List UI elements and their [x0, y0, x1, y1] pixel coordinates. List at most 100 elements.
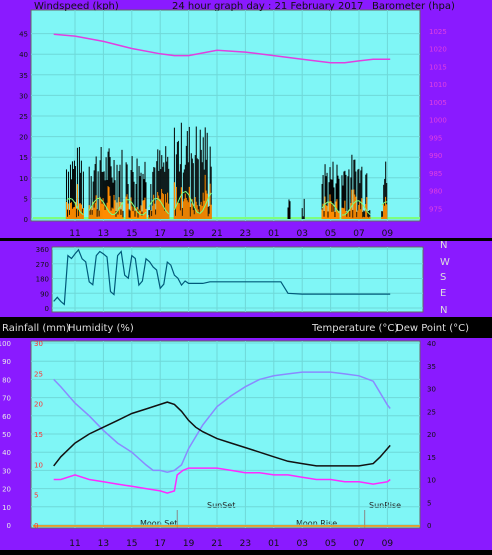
windspeed-tick-label: 35 [19, 72, 28, 80]
windspeed-axis-title: Windspeed (kph) [34, 1, 119, 12]
rainfall-axis-title: Rainfall (mm) [2, 323, 70, 334]
compass-n-top: N [440, 240, 447, 251]
humidity-line [53, 371, 391, 473]
wind-x-tick-label: 09 [382, 229, 394, 239]
wind-average-line [148, 197, 170, 215]
wind-average-line [173, 190, 212, 214]
humidity-tick-label: 70 [2, 395, 11, 403]
direction-tick-label: 180 [36, 276, 49, 284]
rainfall-tick-label: 15 [34, 431, 43, 439]
temp-x-tick-label: 17 [154, 539, 165, 549]
humidity-tick-label: 40 [2, 449, 11, 457]
sunrise-label: SunRise [369, 501, 401, 510]
temperature-tick-label: 40 [427, 340, 436, 348]
barometer-tick-label: 1005 [429, 99, 447, 107]
windspeed-tick-label: 45 [19, 31, 28, 39]
graph-title: 24 hour graph day : 21 February 2017 [172, 1, 363, 12]
wind-direction-line [53, 248, 391, 306]
temperature-tick-label: 20 [427, 431, 436, 439]
temp-x-tick-label: 07 [353, 539, 364, 549]
barometer-axis-title: Barometer (hpa) [372, 1, 455, 12]
wind-average-line [88, 197, 124, 216]
dewpoint-axis-title: Dew Point (°C) [396, 323, 469, 334]
moon-rise-label: Moon Rise [296, 519, 337, 528]
humidity-tick-label: 90 [2, 358, 11, 366]
rainfall-tick-label: 10 [34, 461, 43, 469]
wind-x-tick-label: 01 [268, 229, 279, 239]
rainfall-tick-label: 30 [34, 340, 43, 348]
compass-w: W [440, 257, 450, 268]
wind-x-tick-label: 07 [353, 229, 364, 239]
windspeed-tick-label: 5 [24, 195, 28, 203]
compass-n-bottom: N [440, 305, 447, 316]
temperature-tick-label: 0 [427, 522, 431, 530]
barometer-tick-label: 980 [429, 188, 442, 196]
direction-plot-area [51, 246, 424, 313]
windspeed-tick-label: 20 [19, 134, 28, 142]
temp-x-tick-label: 21 [211, 539, 222, 549]
sunset-label: SunSet [207, 501, 235, 510]
wind-x-tick-label: 13 [98, 229, 109, 239]
direction-tick-label: 90 [40, 290, 49, 298]
direction-tick-label: 270 [36, 261, 49, 269]
humidity-tick-label: 0 [7, 522, 11, 530]
humidity-tick-label: 30 [2, 467, 11, 475]
temp-x-tick-label: 23 [240, 539, 251, 549]
rainfall-tick-label: 20 [34, 401, 43, 409]
direction-tick-label: 0 [45, 305, 49, 313]
wind-x-tick-label: 19 [183, 229, 195, 239]
humidity-tick-label: 100 [0, 340, 11, 348]
temperature-line [53, 401, 391, 467]
temp-x-tick-label: 01 [268, 539, 279, 549]
barometer-tick-label: 1010 [429, 81, 447, 89]
wind-average-line [321, 201, 340, 214]
barometer-tick-label: 995 [429, 134, 442, 142]
windspeed-tick-label: 15 [19, 154, 28, 162]
humidity-tick-label: 10 [2, 504, 11, 512]
wind-x-tick-label: 21 [211, 229, 222, 239]
barometer-line [53, 33, 391, 64]
wind-x-tick-label: 11 [69, 229, 80, 239]
humidity-tick-label: 50 [2, 431, 11, 439]
wind-average-line [341, 200, 371, 216]
temperature-tick-label: 5 [427, 499, 431, 507]
barometer-tick-label: 1025 [429, 28, 447, 36]
temperature-tick-label: 25 [427, 408, 436, 416]
temperature-tick-label: 15 [427, 454, 436, 462]
barometer-tick-label: 1000 [429, 117, 447, 125]
barometer-tick-label: 1015 [429, 63, 447, 71]
humidity-tick-label: 80 [2, 376, 11, 384]
temp-x-tick-label: 09 [382, 539, 394, 549]
rainfall-tick-label: 25 [34, 370, 43, 378]
barometer-tick-label: 990 [429, 152, 442, 160]
dew-point-line [53, 467, 391, 494]
rainfall-tick-label: 5 [34, 492, 38, 500]
temperature-axis-title: Temperature (°C) [311, 323, 398, 334]
windspeed-tick-label: 25 [19, 113, 28, 121]
compass-s: S [440, 272, 446, 283]
temp-x-tick-label: 15 [126, 539, 137, 549]
temp-x-tick-label: 03 [296, 539, 307, 549]
humidity-tick-label: 20 [2, 486, 11, 494]
barometer-tick-label: 975 [429, 205, 442, 213]
temp-x-tick-label: 05 [325, 539, 336, 549]
wind-x-tick-label: 17 [154, 229, 165, 239]
barometer-tick-label: 1020 [429, 46, 447, 54]
wind-x-tick-label: 15 [126, 229, 137, 239]
humidity-tick-label: 60 [2, 413, 11, 421]
barometer-tick-label: 985 [429, 170, 442, 178]
wind-x-tick-label: 03 [296, 229, 307, 239]
temp-x-tick-label: 19 [183, 539, 195, 549]
humidity-axis-title: Humidity (%) [68, 323, 134, 334]
temp-x-tick-label: 11 [69, 539, 80, 549]
temp-x-tick-label: 13 [98, 539, 109, 549]
wind-average-line [66, 197, 84, 216]
direction-tick-label: 360 [36, 246, 49, 254]
wind-average-line [381, 201, 388, 206]
temperature-tick-label: 30 [427, 386, 436, 394]
windspeed-tick-label: 40 [19, 51, 28, 59]
moon-set-label: Moon Set [140, 519, 177, 528]
rainfall-tick-label: 0 [34, 522, 38, 530]
compass-e: E [440, 288, 446, 299]
